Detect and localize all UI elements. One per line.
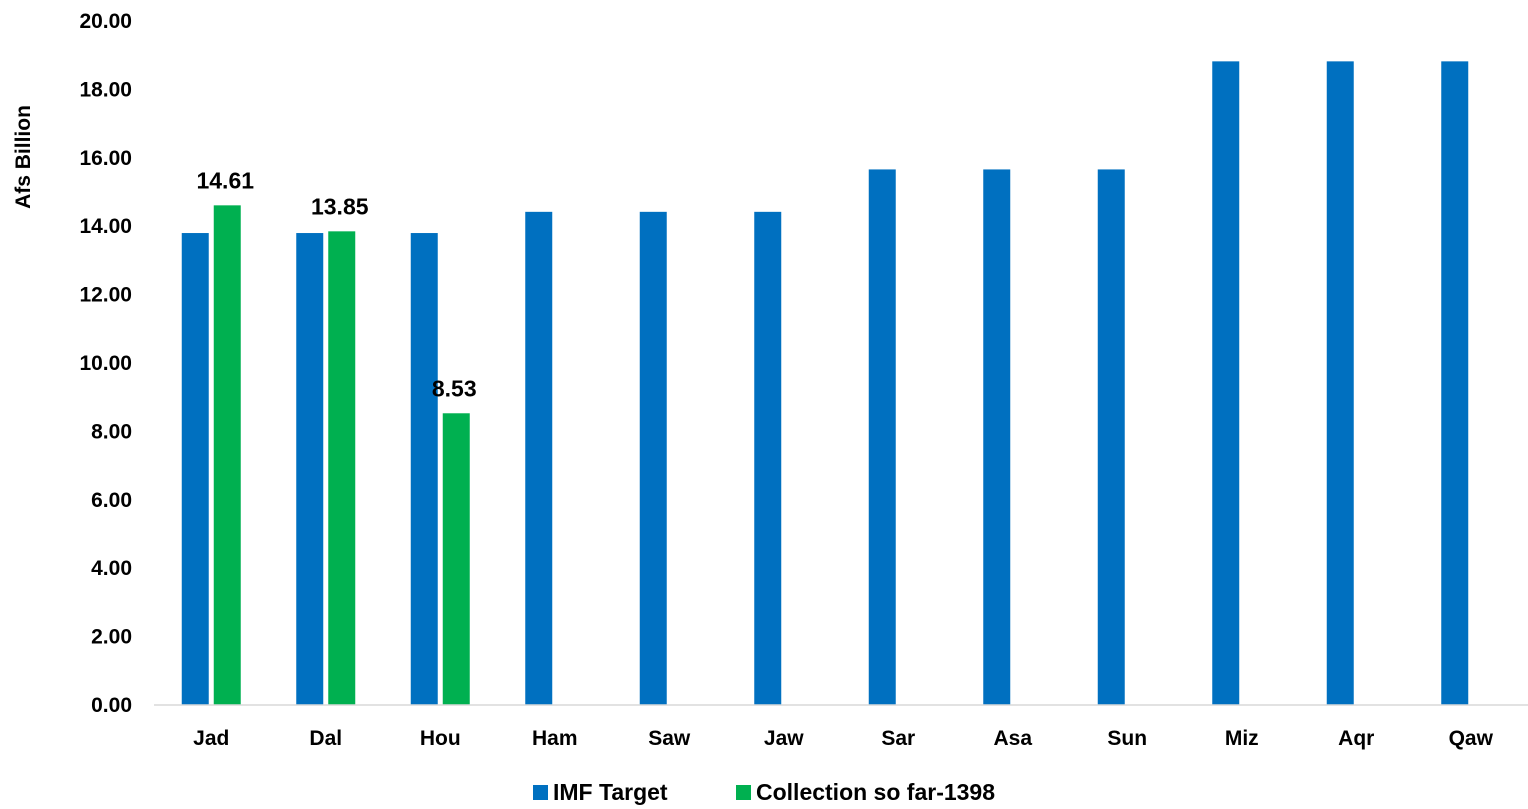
x-tick-label-qaw: Qaw [1449,727,1494,750]
y-axis-label: Afs Billion [12,105,35,209]
y-tick-label: 12.00 [79,284,132,307]
data-labels: 14.61 13.85 8.53 [196,167,476,401]
x-tick-label-asa: Asa [993,727,1032,750]
bars [181,61,1469,706]
bar-collection-hou [442,413,470,705]
y-tick-label: 2.00 [91,626,132,649]
x-tick-label-sar: Sar [881,727,915,750]
y-tick-label: 16.00 [79,147,132,170]
x-tick-label-sun: Sun [1107,727,1147,750]
x-tick-label-dal: Dal [309,727,342,750]
x-axis-ticks: Jad Dal Hou Ham Saw Jaw Sar Asa Sun Miz Aqr Qaw [193,727,1493,750]
data-label-jad: 14.61 [196,167,254,193]
bar-imf-target-jaw [754,211,782,705]
y-tick-label: 20.00 [79,10,132,33]
y-tick-label: 6.00 [91,489,132,512]
x-tick-label-miz: Miz [1225,727,1259,750]
bar-imf-target-aqr [1326,61,1354,705]
y-tick-label: 8.00 [91,420,132,443]
bar-imf-target-miz [1212,61,1240,705]
y-tick-label: 18.00 [79,78,132,101]
bar-imf-target-jad [181,233,209,706]
bar-collection-jad [213,205,241,705]
data-label-dal: 13.85 [311,193,369,219]
bar-collection-dal [328,231,356,705]
x-tick-label-saw: Saw [648,727,691,750]
y-axis-ticks: 0.00 2.00 4.00 6.00 8.00 10.00 12.00 14.00 16.00… [79,10,132,717]
x-tick-label-ham: Ham [532,727,578,750]
bar-imf-target-asa [983,169,1011,706]
bar-imf-target-saw [639,211,667,705]
bar-imf-target-sun [1097,169,1125,706]
legend-label-collection: Collection so far-1398 [756,779,995,805]
bar-imf-target-hou [410,233,438,706]
bar-imf-target-qaw [1441,61,1469,705]
legend-swatch-imf-target [533,785,548,800]
x-tick-label-jaw: Jaw [764,727,804,750]
x-tick-label-hou: Hou [420,727,461,750]
bar-imf-target-sar [868,169,896,706]
data-label-hou: 8.53 [432,375,477,401]
y-tick-label: 0.00 [91,694,132,717]
bar-imf-target-dal [296,233,324,706]
y-tick-label: 4.00 [91,557,132,580]
legend-label-imf-target: IMF Target [553,779,668,805]
legend-swatch-collection [736,785,751,800]
bar-imf-target-ham [525,211,553,705]
y-tick-label: 10.00 [79,352,132,375]
y-tick-label: 14.00 [79,215,132,238]
x-tick-label-aqr: Aqr [1338,727,1374,750]
x-tick-label-jad: Jad [193,727,229,750]
legend: IMF Target Collection so far-1398 [533,779,995,805]
